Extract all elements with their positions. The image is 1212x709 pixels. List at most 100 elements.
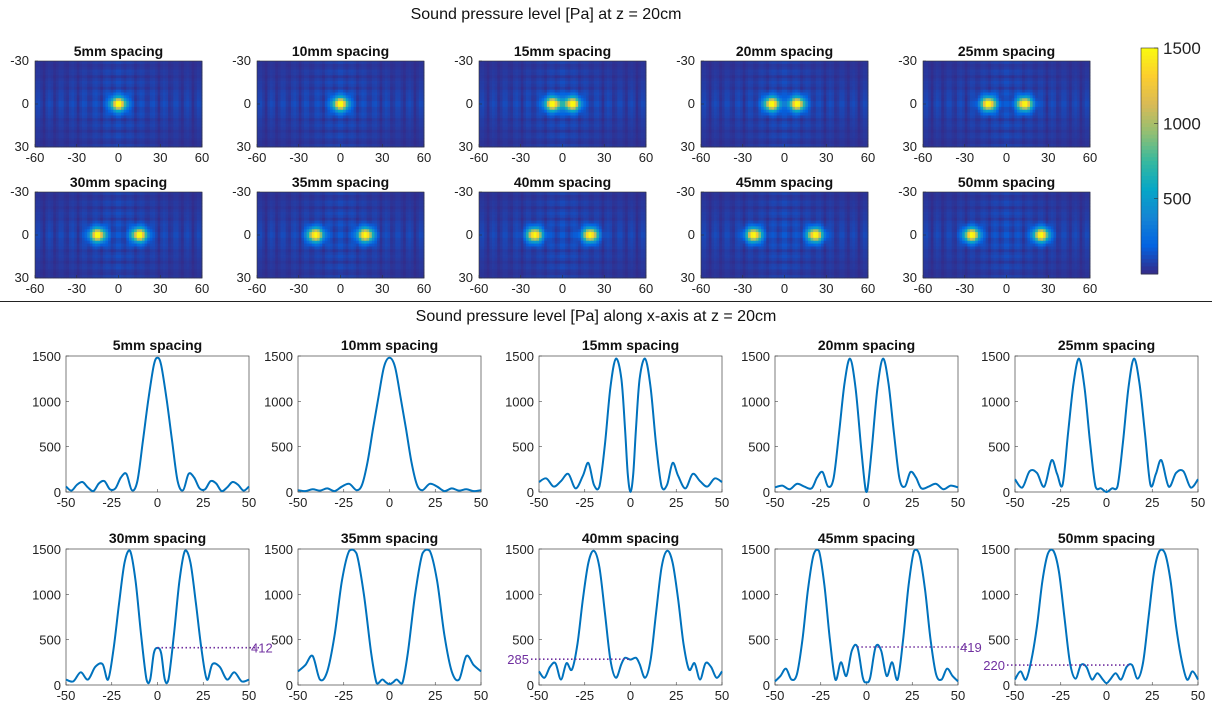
- heatmap-cell: [61, 83, 65, 88]
- heatmap-cell: [416, 86, 420, 91]
- heatmap-cell: [61, 101, 65, 105]
- heatmap-cell: [144, 72, 148, 76]
- heatmap-cell: [337, 83, 341, 88]
- heatmap-cell: [68, 135, 72, 139]
- heatmap-cell: [272, 112, 276, 116]
- heatmap-title: 5mm spacing: [74, 43, 163, 59]
- heatmap-cell: [262, 86, 266, 91]
- heatmap-cell: [583, 66, 587, 70]
- heatmap-cell: [358, 98, 362, 102]
- heatmap-cell: [102, 135, 106, 139]
- heatmap-cell: [199, 78, 203, 82]
- heatmap-cell: [400, 106, 404, 111]
- heatmap-cell: [593, 78, 597, 82]
- heatmap-cell: [160, 141, 164, 145]
- heatmap-cell: [384, 118, 388, 122]
- heatmap-cell: [374, 129, 378, 134]
- heatmap-cell: [267, 72, 271, 76]
- heatmap-cell: [570, 98, 574, 102]
- heatmap-cell: [113, 81, 117, 85]
- heatmap-cell: [48, 141, 52, 145]
- heatmap-cell: [392, 86, 396, 91]
- heatmap-cell: [400, 104, 404, 108]
- heatmap-cell: [128, 141, 132, 145]
- heatmap-cell: [617, 106, 621, 111]
- heatmap-cell: [285, 78, 289, 82]
- heatmap-cell: [528, 72, 532, 76]
- heatmap-cell: [183, 121, 187, 125]
- heatmap-cell: [264, 95, 268, 99]
- heatmap-cell: [392, 69, 396, 73]
- heatmap-cell: [512, 86, 516, 91]
- heatmap-cell: [168, 92, 172, 96]
- heatmap-cell: [100, 115, 104, 119]
- heatmap-cell: [337, 115, 341, 119]
- heatmap-cell: [348, 98, 352, 102]
- heatmap-cell: [162, 112, 166, 116]
- heatmap-cell: [314, 69, 318, 73]
- heatmap-cell: [259, 112, 263, 116]
- heatmap-cell: [546, 63, 550, 68]
- heatmap-cell: [557, 75, 561, 79]
- heatmap-cell: [76, 104, 80, 108]
- heatmap-cell: [293, 101, 297, 105]
- heatmap-cell: [369, 83, 373, 88]
- heatmap-cell: [340, 98, 344, 102]
- heatmap-cell: [340, 124, 344, 128]
- heatmap-cell: [635, 83, 639, 88]
- heatmap-cell: [188, 115, 192, 119]
- heatmap-cell: [53, 66, 57, 70]
- heatmap-cell: [128, 72, 132, 76]
- heatmap-cell: [165, 138, 169, 142]
- heatmap-cell: [353, 69, 357, 73]
- heatmap-cell: [405, 141, 409, 145]
- heatmap-cell: [327, 69, 331, 73]
- heatmap-cell: [115, 98, 119, 102]
- heatmap-cell: [264, 138, 268, 142]
- heatmap-cell: [515, 104, 519, 108]
- heatmap-cell: [335, 109, 339, 113]
- heatmap-cell: [123, 81, 127, 85]
- heatmap-cell: [413, 69, 417, 73]
- heatmap-cell: [358, 118, 362, 122]
- heatmap-cell: [533, 106, 537, 111]
- heatmap-cell: [523, 61, 527, 65]
- heatmap-cell: [121, 109, 125, 113]
- heatmap-cell: [408, 115, 412, 119]
- heatmap-cell: [635, 89, 639, 93]
- heatmap-cell: [160, 98, 164, 102]
- heatmap-cell: [74, 78, 78, 82]
- heatmap-cell: [155, 63, 159, 68]
- heatmap-cell: [363, 132, 367, 136]
- heatmap-cell: [601, 92, 605, 96]
- heatmap-cell: [157, 138, 161, 142]
- heatmap-cell: [55, 92, 59, 96]
- heatmap-cell: [330, 138, 334, 142]
- heatmap-cell: [175, 144, 179, 148]
- heatmap-cell: [502, 63, 506, 68]
- heatmap-cell: [45, 109, 49, 113]
- heatmap-cell: [510, 83, 514, 88]
- heatmap-cell: [118, 144, 122, 148]
- heatmap-cell: [413, 101, 417, 105]
- heatmap-cell: [267, 89, 271, 93]
- heatmap-cell: [512, 78, 516, 82]
- heatmap-cell: [157, 92, 161, 96]
- heatmap-cell: [48, 81, 52, 85]
- heatmap-cell: [113, 95, 117, 99]
- heatmap-cell: [84, 144, 88, 148]
- heatmap-cell: [283, 132, 287, 136]
- heatmap-cell: [345, 95, 349, 99]
- heatmap-cell: [275, 89, 279, 93]
- heatmap-cell: [48, 83, 52, 88]
- heatmap-cell: [277, 63, 281, 68]
- heatmap-cell: [108, 69, 112, 73]
- heatmap-cell: [546, 72, 550, 76]
- heatmap-cell: [390, 118, 394, 122]
- heatmap-cell: [484, 72, 488, 76]
- heatmap-cell: [392, 138, 396, 142]
- heatmap-cell: [322, 132, 326, 136]
- heatmap-cell: [188, 144, 192, 148]
- heatmap-cell: [384, 129, 388, 134]
- heatmap-cell: [191, 63, 195, 68]
